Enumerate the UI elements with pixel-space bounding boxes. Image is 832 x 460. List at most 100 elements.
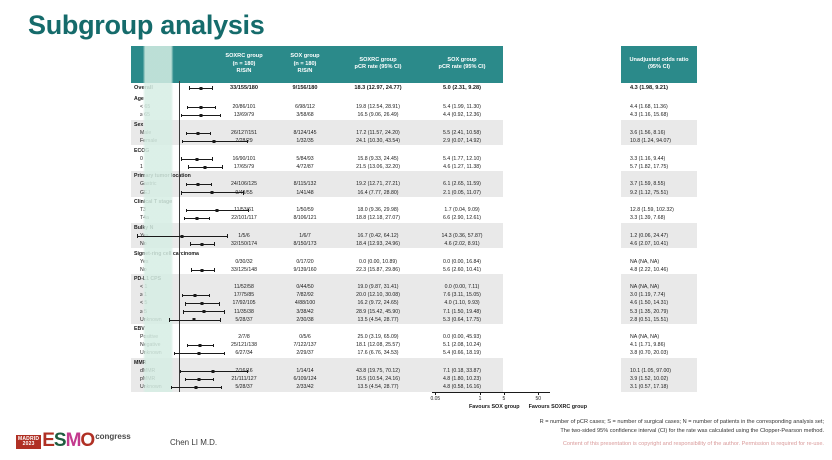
copyright-notice: Content of this presentation is copyrigh… xyxy=(562,441,824,447)
cell-forest-marker xyxy=(503,94,621,104)
cell-soxrc-n: 26/127/151 xyxy=(213,129,275,138)
subgroup-label: T4a xyxy=(131,214,213,223)
header-line: (n = 180) xyxy=(232,60,256,67)
cell-odds-ratio xyxy=(621,94,697,104)
cell-soxrc-n: 16/90/101 xyxy=(213,155,275,164)
cell-soxrc-rate xyxy=(335,119,421,130)
header-soxrc-n: SOXRC group (n = 180) R/S/N xyxy=(213,46,275,83)
cell-sox-rate: 5.4 (1.77, 12.10) xyxy=(421,155,503,164)
esmo-congress-logo: MADRID 2023 ESMO congress xyxy=(16,429,131,450)
cell-sox-rate xyxy=(421,357,503,368)
cell-odds-ratio xyxy=(621,145,697,156)
cell-soxrc-n: 24/106/125 xyxy=(213,180,275,189)
cell-sox-n xyxy=(275,94,335,104)
cell-soxrc-n xyxy=(213,119,275,130)
logo-madrid-year: MADRID 2023 xyxy=(16,434,42,449)
cell-sox-rate: 4.8 (1.80, 10.23) xyxy=(421,375,503,384)
cell-soxrc-n xyxy=(213,248,275,259)
cell-sox-rate: 4.4 (0.92, 12.36) xyxy=(421,111,503,120)
cell-sox-n: 8/115/132 xyxy=(275,180,335,189)
subgroup-label: ≥ 65 xyxy=(131,111,213,120)
cell-sox-n: 7/122/137 xyxy=(275,341,335,350)
cell-sox-rate: 7.6 (3.11, 15.05) xyxy=(421,291,503,300)
cell-forest-marker xyxy=(503,350,621,358)
cell-forest-marker xyxy=(503,266,621,274)
cell-forest-marker xyxy=(503,171,621,181)
cell-forest-marker xyxy=(503,232,621,240)
cell-soxrc-n: 22/101/117 xyxy=(213,214,275,223)
cell-sox-rate: 4.6 (2.02, 8.91) xyxy=(421,240,503,249)
subgroup-label: No xyxy=(131,240,213,249)
cell-odds-ratio: 10.1 (1.05, 97.00) xyxy=(621,367,697,376)
subgroup-analysis-table: SOXRC group (n = 180) R/S/N SOX group (n… xyxy=(131,46,697,392)
subgroup-label: < 5 xyxy=(131,299,213,308)
cell-sox-n: 2/33/42 xyxy=(275,383,335,392)
header-line: R/S/N xyxy=(236,68,252,75)
table-row: Positive 2/7/8 0/5/6 25.0 (3.19, 65.09) 0.0 … xyxy=(131,333,697,342)
table-row: T3 11/53/61 1/50/59 18.0 (9.36, 29.98) 1.7 (… xyxy=(131,206,697,215)
cell-forest-marker xyxy=(503,129,621,137)
cell-forest-marker xyxy=(503,163,621,171)
axis-tick-label: 1 xyxy=(478,396,482,402)
cell-soxrc-rate: 16.5 (9.06, 26.49) xyxy=(335,111,421,120)
header-line: (n = 180) xyxy=(293,60,317,67)
cell-forest-marker xyxy=(503,384,621,392)
subgroup-label: ≥ 5 xyxy=(131,307,213,316)
cell-sox-rate xyxy=(421,248,503,259)
cell-sox-rate: 6.6 (2.90, 12.61) xyxy=(421,214,503,223)
table-row: Overall 33/155/180 9/156/180 18.3 (12.97, 2… xyxy=(131,82,697,95)
cell-soxrc-rate: 20.0 (12.10, 30.08) xyxy=(335,291,421,300)
table-row: Bulky N xyxy=(131,222,697,233)
cell-sox-n: 8/124/145 xyxy=(275,129,335,138)
cell-soxrc-rate: 19.2 (12.71, 27.21) xyxy=(335,180,421,189)
cell-sox-rate: 7.1 (1.50, 19.48) xyxy=(421,307,503,316)
cell-soxrc-n: 33/155/180 xyxy=(213,82,275,95)
table-row: ≥ 5 11/35/38 3/38/42 28.9 (15.42, 45.90) 7.1… xyxy=(131,307,697,316)
cell-forest-marker xyxy=(503,248,621,258)
table-row: GEJ 9/49/55 1/41/48 16.4 (7.77, 28.80) 2.1 (… xyxy=(131,188,697,197)
cell-soxrc-rate xyxy=(335,94,421,104)
table-row: Unknown 6/27/34 2/29/37 17.6 (6.76, 34.53) 5… xyxy=(131,349,697,358)
cell-odds-ratio: 3.3 (1.16, 9.44) xyxy=(621,155,697,164)
cell-odds-ratio: 1.2 (0.06, 24.47) xyxy=(621,232,697,241)
table-row: 0 16/90/101 5/84/93 15.8 (9.33, 24.45) 5.4 (… xyxy=(131,155,697,164)
cell-sox-rate xyxy=(421,196,503,207)
table-row: Unknown 5/28/37 2/30/38 13.5 (4.54, 28.77) 5… xyxy=(131,315,697,325)
cell-sox-n: 2/30/38 xyxy=(275,315,335,325)
table-row: Clinical T stage xyxy=(131,196,697,207)
cell-sox-rate xyxy=(421,324,503,334)
cell-soxrc-n: 2/7/8 xyxy=(213,333,275,342)
subgroup-heading: Primary tumor location xyxy=(131,171,213,181)
cell-forest-marker xyxy=(503,240,621,248)
cell-forest-marker xyxy=(503,215,621,223)
header-line: SOXRC group xyxy=(225,53,263,59)
cell-soxrc-rate: 13.5 (4.54, 28.77) xyxy=(335,315,421,325)
header-line: SOX group xyxy=(290,53,320,59)
forest-plot-axis: 0.05 1 5 50 xyxy=(430,392,612,418)
cell-forest-marker xyxy=(503,197,621,207)
cell-odds-ratio: 4.8 (2.22, 10.46) xyxy=(621,266,697,275)
table-row: Sex xyxy=(131,119,697,130)
cell-odds-ratio: NA (NA, NA) xyxy=(621,283,697,292)
cell-sox-rate: 4.6 (1.27, 11.38) xyxy=(421,163,503,172)
cell-odds-ratio: 3.3 (1.39, 7.68) xyxy=(621,214,697,223)
cell-soxrc-rate xyxy=(335,274,421,284)
cell-sox-n: 9/139/160 xyxy=(275,266,335,275)
cell-sox-n xyxy=(275,248,335,259)
cell-soxrc-rate: 0.0 (0.00, 10.89) xyxy=(335,258,421,267)
cell-sox-rate: 0.0 (0.00, 16.84) xyxy=(421,258,503,267)
table-row: ≥ 65 13/69/79 3/58/68 16.5 (9.06, 26.49) 4.4… xyxy=(131,111,697,120)
table-row: Age xyxy=(131,94,697,104)
cell-sox-n: 1/41/48 xyxy=(275,188,335,197)
cell-sox-n: 1/32/35 xyxy=(275,137,335,146)
subgroup-label: Yes xyxy=(131,232,213,241)
table-row: Signet-ring cell carcinoma xyxy=(131,248,697,259)
cell-odds-ratio: NA (NA, NA) xyxy=(621,258,697,267)
cell-odds-ratio: 12.8 (1.59, 102.32) xyxy=(621,206,697,215)
subgroup-label: Overall xyxy=(131,82,213,95)
cell-sox-rate: 2.9 (0.07, 14.92) xyxy=(421,137,503,146)
cell-forest-marker xyxy=(503,316,621,324)
subgroup-label: ≥ 1 xyxy=(131,291,213,300)
subgroup-heading: Clinical T stage xyxy=(131,196,213,207)
